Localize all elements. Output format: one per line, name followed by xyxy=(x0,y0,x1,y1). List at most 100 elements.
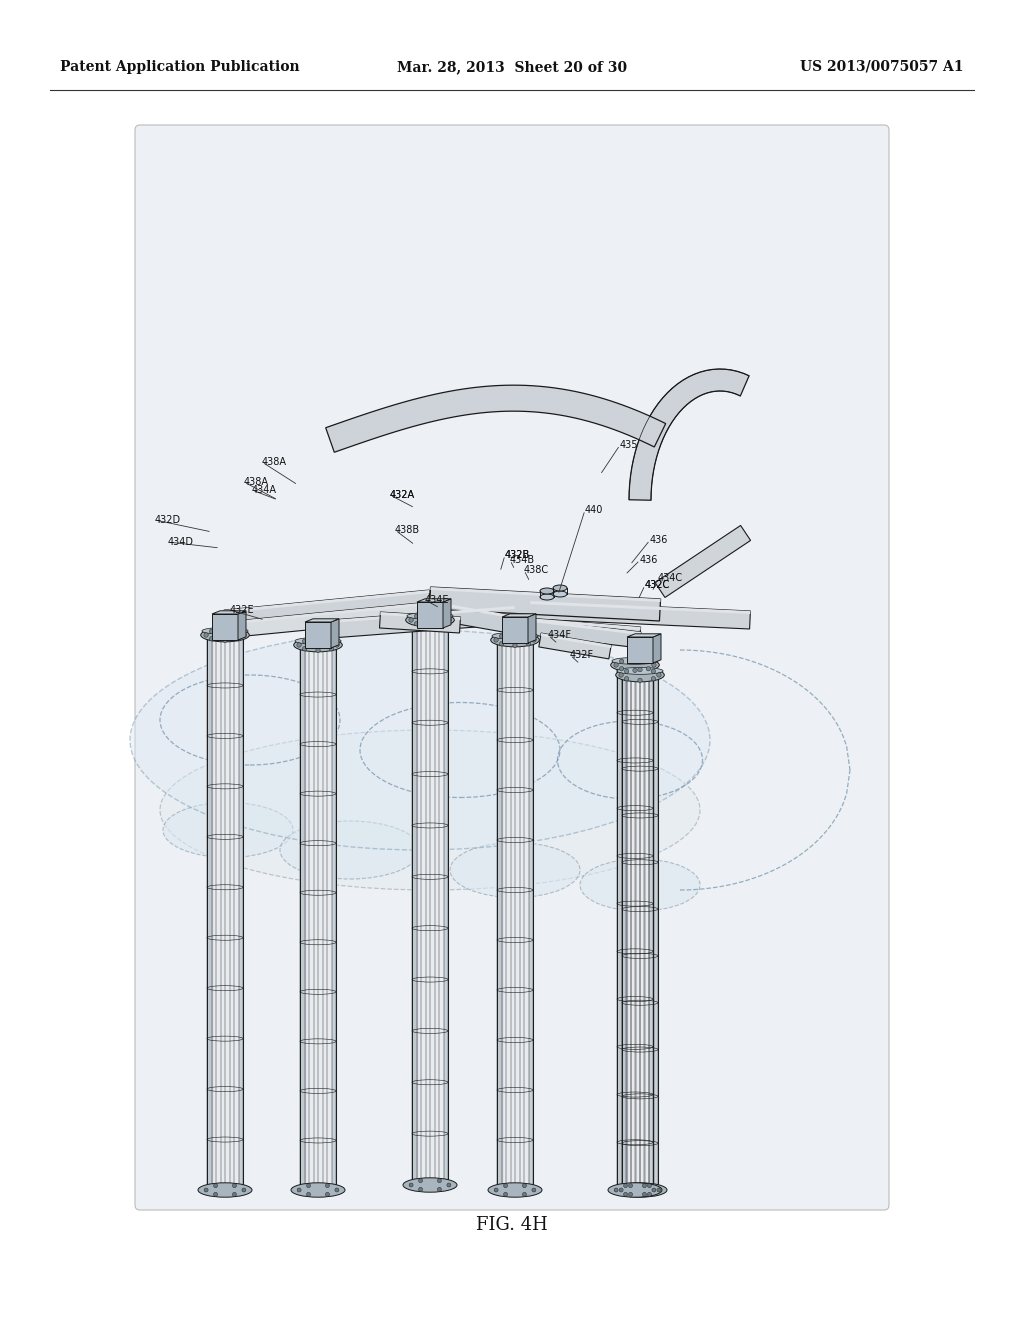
Circle shape xyxy=(651,677,655,681)
Polygon shape xyxy=(317,606,516,639)
Polygon shape xyxy=(224,602,429,626)
Text: 438C: 438C xyxy=(524,565,549,576)
Polygon shape xyxy=(212,614,238,640)
Circle shape xyxy=(297,1188,301,1192)
Polygon shape xyxy=(428,601,516,634)
Ellipse shape xyxy=(613,1183,667,1197)
Ellipse shape xyxy=(295,638,341,644)
Circle shape xyxy=(302,639,307,643)
Polygon shape xyxy=(502,614,536,616)
Ellipse shape xyxy=(617,1185,653,1195)
Polygon shape xyxy=(417,602,443,628)
Polygon shape xyxy=(516,616,641,635)
Polygon shape xyxy=(514,616,641,643)
Polygon shape xyxy=(238,611,246,640)
Circle shape xyxy=(315,648,321,652)
Text: Patent Application Publication: Patent Application Publication xyxy=(60,59,300,74)
Text: 432F: 432F xyxy=(570,649,594,660)
Polygon shape xyxy=(212,611,246,614)
Circle shape xyxy=(326,1184,330,1188)
Text: 436: 436 xyxy=(650,535,669,545)
Ellipse shape xyxy=(580,859,700,911)
Circle shape xyxy=(646,659,650,664)
Circle shape xyxy=(326,1192,330,1196)
Ellipse shape xyxy=(540,587,554,594)
Ellipse shape xyxy=(130,630,710,850)
Circle shape xyxy=(237,636,241,642)
Ellipse shape xyxy=(403,1177,457,1192)
Circle shape xyxy=(642,1184,646,1188)
Circle shape xyxy=(315,638,321,642)
Circle shape xyxy=(335,643,339,647)
Polygon shape xyxy=(627,638,653,663)
Ellipse shape xyxy=(207,630,243,640)
Polygon shape xyxy=(380,612,461,634)
Ellipse shape xyxy=(612,657,658,664)
Ellipse shape xyxy=(497,1185,534,1195)
Circle shape xyxy=(647,1184,651,1188)
Ellipse shape xyxy=(610,659,659,672)
Ellipse shape xyxy=(201,628,249,642)
Circle shape xyxy=(232,1192,237,1196)
Circle shape xyxy=(306,1184,310,1188)
Polygon shape xyxy=(431,601,516,619)
FancyBboxPatch shape xyxy=(135,125,889,1210)
Text: 432C: 432C xyxy=(645,579,671,590)
Text: 436: 436 xyxy=(640,554,658,565)
Ellipse shape xyxy=(198,1183,252,1197)
Circle shape xyxy=(223,627,227,632)
Text: 434F: 434F xyxy=(548,630,572,640)
Polygon shape xyxy=(627,634,662,638)
Circle shape xyxy=(625,677,629,681)
Circle shape xyxy=(446,618,452,622)
Circle shape xyxy=(495,1188,498,1192)
Circle shape xyxy=(522,1184,526,1188)
Circle shape xyxy=(642,1192,646,1196)
Circle shape xyxy=(657,1188,660,1192)
Text: FIG. 4H: FIG. 4H xyxy=(476,1216,548,1234)
Circle shape xyxy=(329,639,334,643)
Circle shape xyxy=(237,630,241,634)
Ellipse shape xyxy=(553,585,567,591)
Polygon shape xyxy=(224,590,431,630)
Circle shape xyxy=(613,663,618,667)
Circle shape xyxy=(428,623,432,627)
Circle shape xyxy=(624,1184,628,1188)
Text: 434C: 434C xyxy=(658,573,683,583)
Circle shape xyxy=(629,1184,633,1188)
Text: 432B: 432B xyxy=(505,550,530,560)
Circle shape xyxy=(629,1192,633,1196)
Circle shape xyxy=(500,642,504,645)
Polygon shape xyxy=(530,601,751,614)
Circle shape xyxy=(504,1192,508,1196)
Polygon shape xyxy=(305,619,339,622)
Ellipse shape xyxy=(488,1183,542,1197)
Text: 432E: 432E xyxy=(230,605,255,615)
Circle shape xyxy=(415,622,419,626)
Text: 438A: 438A xyxy=(244,477,269,487)
Circle shape xyxy=(297,643,301,647)
Text: 432B: 432B xyxy=(505,550,530,560)
Circle shape xyxy=(618,673,624,677)
Circle shape xyxy=(513,632,517,636)
Polygon shape xyxy=(224,602,431,638)
Polygon shape xyxy=(629,370,750,500)
Circle shape xyxy=(410,1183,413,1187)
Circle shape xyxy=(531,638,537,643)
Circle shape xyxy=(419,1179,423,1183)
Circle shape xyxy=(638,668,642,672)
Circle shape xyxy=(526,642,530,645)
Text: 438A: 438A xyxy=(262,457,287,467)
Circle shape xyxy=(647,1192,651,1196)
Circle shape xyxy=(209,636,214,642)
Circle shape xyxy=(526,634,530,639)
Ellipse shape xyxy=(617,660,653,671)
Text: 432D: 432D xyxy=(155,515,181,525)
Circle shape xyxy=(302,647,307,651)
Polygon shape xyxy=(317,606,514,624)
Ellipse shape xyxy=(490,634,540,647)
Ellipse shape xyxy=(406,614,455,627)
Circle shape xyxy=(646,667,650,671)
Circle shape xyxy=(415,614,419,619)
Circle shape xyxy=(614,1188,618,1192)
